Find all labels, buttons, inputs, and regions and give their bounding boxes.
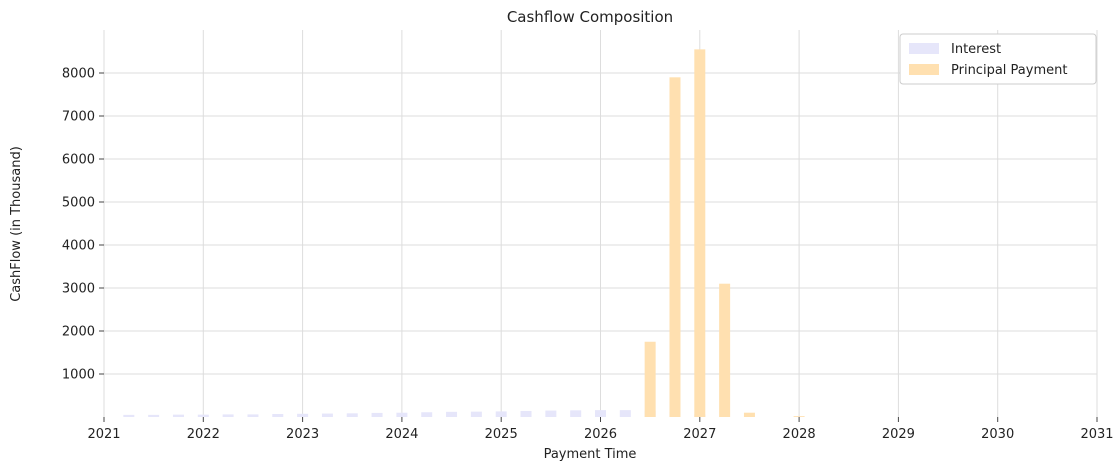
y-tick-label: 8000	[62, 67, 95, 82]
interest-bar	[197, 414, 209, 417]
grid	[103, 30, 1098, 417]
interest-bar	[172, 414, 184, 417]
chart-title: Cashflow Composition	[507, 8, 673, 26]
interest-bar	[247, 414, 259, 417]
legend-swatch-principal	[909, 64, 939, 75]
interest-bar	[421, 412, 433, 417]
interest-bar	[222, 414, 234, 417]
interest-bar	[619, 410, 631, 417]
x-tick-label: 2026	[584, 427, 617, 442]
tick-labels: 2021 2022 2023 2024 2025 2026 2027 2028 2029 2030…	[62, 67, 1114, 443]
y-tick-label: 5000	[62, 196, 95, 211]
x-tick-label: 2029	[882, 427, 915, 442]
principal-bar	[669, 77, 681, 418]
legend: Interest Principal Payment	[899, 33, 1097, 85]
x-axis-label: Payment Time	[544, 447, 637, 462]
interest-bar	[595, 410, 606, 417]
interest-bar	[570, 410, 582, 417]
y-tick-label: 7000	[62, 110, 95, 125]
interest-bar	[321, 413, 333, 417]
x-tick-label: 2031	[1080, 427, 1113, 442]
interest-bar	[148, 414, 160, 417]
x-tick-label: 2023	[286, 427, 319, 442]
x-tick-label: 2024	[385, 427, 418, 442]
legend-label-principal: Principal Payment	[951, 63, 1067, 78]
legend-label-interest: Interest	[951, 42, 1001, 57]
interest-bar	[520, 410, 532, 417]
interest-bar	[545, 410, 557, 417]
interest-bar	[470, 411, 482, 417]
interest-bar	[123, 414, 135, 417]
y-tick-label: 1000	[62, 368, 95, 383]
interest-bar	[495, 411, 507, 417]
y-tick-label: 2000	[62, 325, 95, 340]
principal-bar	[743, 412, 755, 417]
y-tick-label: 6000	[62, 153, 95, 168]
x-tick-label: 2027	[683, 427, 716, 442]
x-tick-label: 2021	[87, 427, 120, 442]
y-tick-label: 4000	[62, 239, 95, 254]
x-tick-label: 2030	[981, 427, 1014, 442]
legend-swatch-interest	[909, 43, 939, 54]
principal-bar	[694, 49, 706, 417]
principal-bar	[644, 341, 656, 417]
legend-box	[899, 33, 1097, 85]
x-tick-label: 2028	[783, 427, 816, 442]
interest-bar	[396, 412, 408, 417]
principal-bar	[793, 416, 805, 417]
interest-bar	[272, 413, 284, 417]
bars	[123, 49, 805, 418]
interest-bar	[297, 413, 309, 417]
principal-bar	[719, 283, 731, 417]
x-tick-label: 2025	[485, 427, 518, 442]
x-tick-label: 2022	[187, 427, 220, 442]
interest-bar	[446, 411, 458, 417]
y-tick-label: 3000	[62, 282, 95, 297]
interest-bar	[346, 413, 358, 417]
interest-bar	[371, 412, 383, 417]
y-axis-label: CashFlow (in Thousand)	[9, 146, 24, 302]
